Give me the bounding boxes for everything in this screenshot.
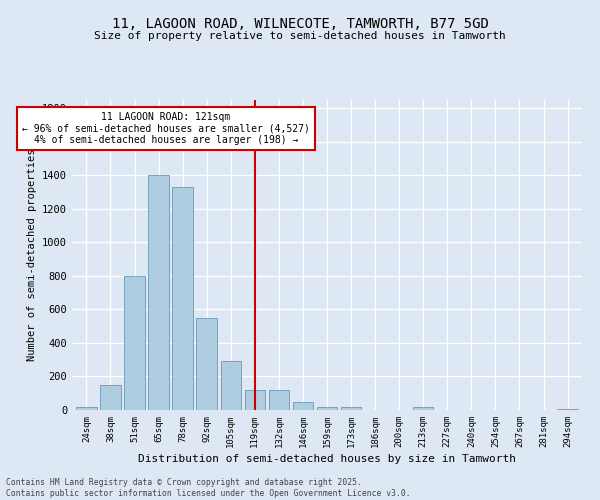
Bar [293,402,313,410]
Bar [221,360,241,410]
Bar [413,408,433,410]
Bar [341,406,361,410]
Bar [269,390,289,410]
Y-axis label: Number of semi-detached properties: Number of semi-detached properties [26,149,37,361]
Bar [245,390,265,410]
Text: Contains HM Land Registry data © Crown copyright and database right 2025.
Contai: Contains HM Land Registry data © Crown c… [6,478,410,498]
Text: 11 LAGOON ROAD: 121sqm
← 96% of semi-detached houses are smaller (4,527)
4% of s: 11 LAGOON ROAD: 121sqm ← 96% of semi-det… [22,112,310,145]
Bar [317,406,337,410]
Bar [557,409,578,410]
Bar [148,176,169,410]
Bar [76,408,97,410]
Bar [100,385,121,410]
Bar [172,187,193,410]
Bar [124,276,145,410]
Text: Size of property relative to semi-detached houses in Tamworth: Size of property relative to semi-detach… [94,31,506,41]
Text: 11, LAGOON ROAD, WILNECOTE, TAMWORTH, B77 5GD: 11, LAGOON ROAD, WILNECOTE, TAMWORTH, B7… [112,18,488,32]
X-axis label: Distribution of semi-detached houses by size in Tamworth: Distribution of semi-detached houses by … [138,454,516,464]
Bar [196,318,217,410]
